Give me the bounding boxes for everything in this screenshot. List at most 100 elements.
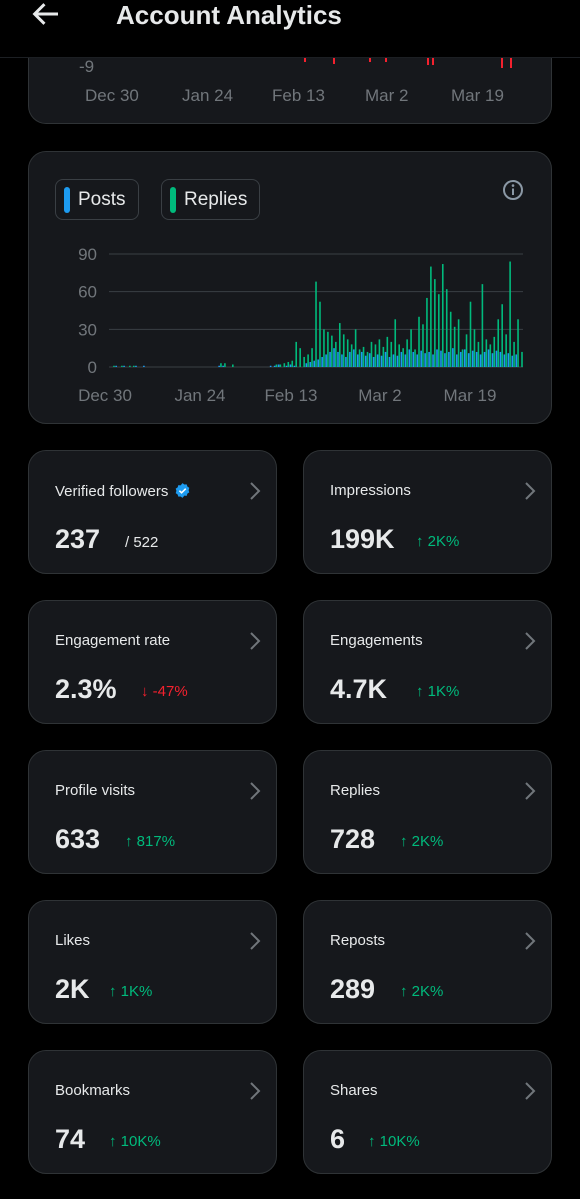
replies-bar <box>303 356 305 367</box>
posts-bar <box>503 354 506 367</box>
posts-bar <box>463 349 466 367</box>
metric-card-verified-followers[interactable]: Verified followers 237 / 522 <box>28 450 277 574</box>
posts-bar <box>471 350 474 367</box>
chevron-right-icon[interactable] <box>248 631 262 651</box>
posts-bar <box>143 365 145 367</box>
metric-card-bookmarks[interactable]: Bookmarks 74 ↑ 10K% <box>28 1050 277 1174</box>
metric-value: 199K <box>330 524 395 554</box>
replies-bar <box>430 266 432 367</box>
posts-bar <box>309 361 312 367</box>
metric-card-profile-visits[interactable]: Profile visits 633 ↑ 817% <box>28 750 277 874</box>
metric-label: Verified followers <box>55 482 191 500</box>
replies-bar <box>232 364 234 367</box>
replies-bar <box>295 341 298 367</box>
posts-bar <box>273 365 276 367</box>
posts-bar <box>356 354 359 367</box>
posts-bar <box>479 354 482 367</box>
replies-bar <box>489 344 492 367</box>
metric-card-engagements[interactable]: Engagements 4.7K ↑ 1K% <box>303 600 552 724</box>
metric-card-impressions[interactable]: Impressions 199K ↑ 2K% <box>303 450 552 574</box>
legend-replies[interactable]: Replies <box>161 179 261 220</box>
posts-bar <box>491 353 494 367</box>
chevron-right-icon[interactable] <box>248 1081 262 1101</box>
replies-bar <box>461 349 464 367</box>
metric-value: 6 <box>330 1124 346 1154</box>
metric-value: 633 <box>55 824 101 854</box>
chevron-right-icon[interactable] <box>523 631 537 651</box>
metric-value: 237 <box>55 524 101 554</box>
replies-bar <box>342 334 345 367</box>
growth-bar <box>304 58 306 62</box>
metric-card-likes[interactable]: Likes 2K ↑ 1K% <box>28 900 277 1024</box>
replies-bar <box>327 331 329 367</box>
replies-bar <box>445 289 448 367</box>
metric-label: Engagements <box>330 632 423 649</box>
header: Account Analytics <box>0 0 580 58</box>
metric-card-shares[interactable]: Shares 6 ↑ 10K% <box>303 1050 552 1174</box>
back-arrow-icon[interactable] <box>30 0 62 32</box>
posts-bar <box>222 365 224 367</box>
posts-bar <box>313 360 316 367</box>
metric-card-engagement-rate[interactable]: Engagement rate 2.3% ↓ -47% <box>28 600 277 724</box>
metric-card-reposts[interactable]: Reposts 289 ↑ 2K% <box>303 900 552 1024</box>
posts-bar <box>321 356 323 367</box>
replies-bar <box>307 354 309 367</box>
metric-change: ↓ -47% <box>141 683 188 700</box>
x-tick-label: Feb 13 <box>265 386 318 405</box>
metric-label: Bookmarks <box>55 1082 131 1099</box>
x-tick-label: Mar 2 <box>365 86 409 105</box>
posts-bar <box>483 351 486 367</box>
posts-bar <box>408 349 411 367</box>
posts-bar <box>123 365 125 367</box>
replies-bar <box>335 341 337 367</box>
posts-bar <box>349 351 351 367</box>
info-icon[interactable] <box>502 179 524 201</box>
posts-bar <box>416 354 419 367</box>
replies-bar <box>346 339 349 367</box>
posts-bar <box>115 365 117 367</box>
chevron-right-icon[interactable] <box>523 481 537 501</box>
metric-card-replies[interactable]: Replies 728 ↑ 2K% <box>303 750 552 874</box>
x-tick-label: Jan 24 <box>182 86 234 105</box>
replies-bar <box>287 361 290 367</box>
replies-bar <box>394 319 397 367</box>
posts-bar <box>135 365 137 367</box>
replies-bar <box>426 297 428 367</box>
replies-bar <box>509 261 511 367</box>
replies-bar <box>113 365 115 367</box>
posts-bar <box>372 356 375 367</box>
legend-posts[interactable]: Posts <box>55 179 139 220</box>
chevron-right-icon[interactable] <box>248 481 262 501</box>
posts-bar <box>511 355 514 367</box>
replies-bar <box>311 348 313 367</box>
posts-bar <box>317 359 319 367</box>
chevron-right-icon[interactable] <box>523 781 537 801</box>
replies-bar <box>224 363 226 367</box>
replies-bar <box>517 319 519 367</box>
replies-bar <box>366 351 369 367</box>
replies-bar <box>441 264 444 367</box>
chevron-right-icon[interactable] <box>248 781 262 801</box>
legend-label: Posts <box>78 188 126 210</box>
replies-bar <box>477 341 480 367</box>
replies-bar <box>358 349 361 367</box>
replies-bar <box>386 336 389 367</box>
replies-bar <box>220 363 222 367</box>
replies-bar <box>410 329 412 367</box>
y-tick-label: 90 <box>78 245 97 264</box>
posts-bar <box>269 365 272 367</box>
chevron-right-icon[interactable] <box>523 931 537 951</box>
chevron-right-icon[interactable] <box>523 1081 537 1101</box>
posts-bar <box>467 353 470 367</box>
posts-bar <box>341 354 343 367</box>
growth-bar <box>501 58 503 68</box>
posts-bar <box>380 355 383 367</box>
replies-bar <box>469 301 472 367</box>
replies-bar <box>323 329 325 367</box>
metric-change: ↑ 10K% <box>368 1133 420 1150</box>
posts-bar <box>364 355 367 367</box>
growth-bar <box>333 58 335 64</box>
verified-badge-icon <box>176 483 190 498</box>
posts-bar <box>277 364 280 367</box>
chevron-right-icon[interactable] <box>248 931 262 951</box>
